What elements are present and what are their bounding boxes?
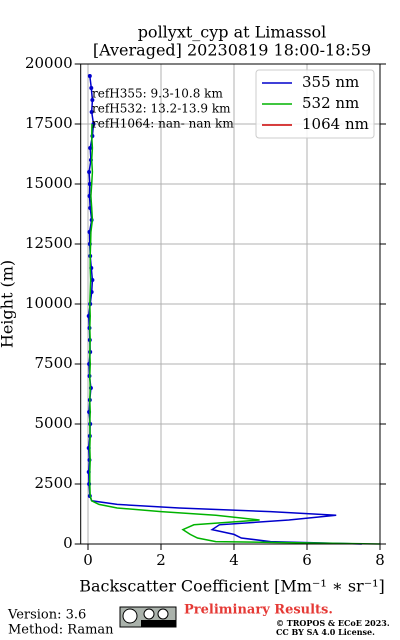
x-tick-label: 4 bbox=[229, 551, 239, 569]
annotation: refH532: 13.2-13.9 km bbox=[92, 102, 231, 116]
annotation: refH1064: nan- nan km bbox=[92, 117, 234, 131]
series-marker bbox=[89, 110, 94, 114]
y-tick-label: 12500 bbox=[25, 234, 73, 252]
series-line bbox=[87, 75, 362, 545]
cc-band bbox=[141, 620, 176, 627]
x-tick-label: 2 bbox=[156, 551, 166, 569]
chart-title: pollyxt_cyp at Limassol bbox=[138, 23, 327, 42]
series-marker bbox=[87, 170, 92, 174]
y-axis-label: Height (m) bbox=[0, 260, 17, 348]
series-marker bbox=[89, 86, 94, 90]
sa-circle bbox=[157, 608, 169, 620]
legend-label: 1064 nm bbox=[302, 115, 369, 133]
series-marker bbox=[88, 146, 93, 150]
y-tick-label: 17500 bbox=[25, 114, 73, 132]
by-circle bbox=[143, 608, 155, 620]
license: CC BY SA 4.0 License. bbox=[276, 627, 375, 637]
series-marker bbox=[87, 182, 92, 186]
x-axis-label: Backscatter Coefficient [Mm⁻¹ ∗ sr⁻¹] bbox=[79, 577, 385, 596]
series-marker bbox=[90, 98, 95, 102]
annotation: refH355: 9.3-10.8 km bbox=[92, 87, 223, 101]
cc-circle bbox=[122, 608, 138, 624]
y-tick-label: 15000 bbox=[25, 174, 73, 192]
series-line bbox=[89, 123, 381, 545]
plot-frame bbox=[80, 63, 381, 545]
legend-box bbox=[255, 69, 375, 139]
y-tick-label: 5000 bbox=[35, 414, 73, 432]
y-tick-label: 7500 bbox=[35, 354, 73, 372]
copyright: © TROPOS & ECoE 2023. bbox=[276, 618, 390, 628]
y-tick-label: 2500 bbox=[35, 474, 73, 492]
legend-label: 532 nm bbox=[302, 94, 359, 112]
version: Version: 3.6 bbox=[7, 608, 86, 623]
method: Method: Raman bbox=[8, 623, 114, 638]
y-tick-label: 0 bbox=[63, 534, 73, 552]
y-tick-label: 20000 bbox=[25, 54, 73, 72]
x-tick-label: 8 bbox=[375, 551, 385, 569]
series-marker bbox=[87, 74, 92, 78]
legend: 355 nm 532 nm 1064 nm bbox=[255, 69, 375, 139]
chart-subtitle: [Averaged] 20230819 18:00-18:59 bbox=[93, 41, 371, 60]
notice: Preliminary Results. bbox=[184, 603, 333, 618]
x-tick-label: 6 bbox=[302, 551, 312, 569]
x-tick-label: 0 bbox=[83, 551, 93, 569]
cc-logo bbox=[119, 606, 177, 628]
legend-label: 355 nm bbox=[302, 73, 359, 91]
y-tick-label: 10000 bbox=[25, 294, 73, 312]
series-marker bbox=[90, 278, 95, 282]
